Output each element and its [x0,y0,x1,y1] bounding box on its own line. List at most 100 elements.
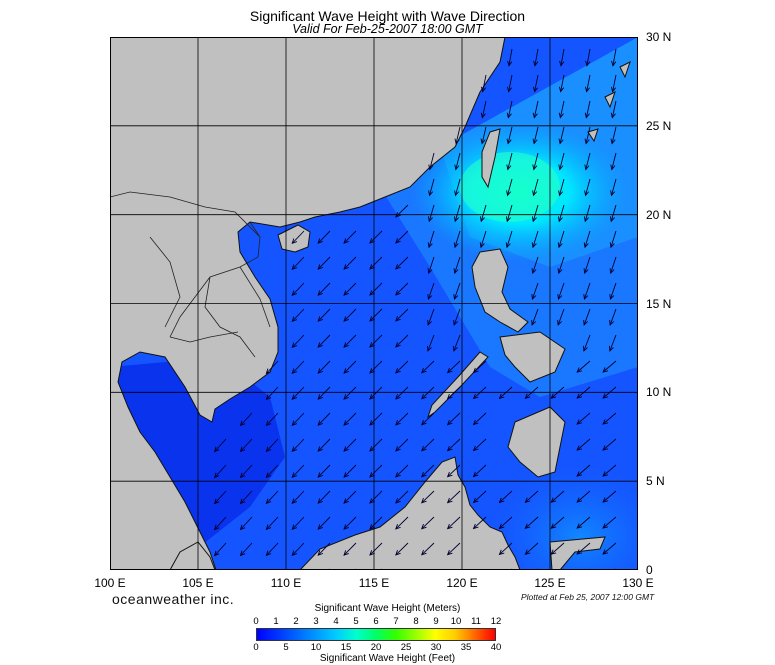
wave-direction-arrow [265,360,279,375]
wave-direction-arrow [395,230,409,244]
wave-direction-arrow [369,412,383,426]
wave-direction-arrow [472,412,487,426]
wave-direction-arrow [420,490,435,504]
wave-direction-arrow [291,256,305,271]
wave-direction-arrow [576,412,591,425]
latitude-label: 30 N [646,30,672,44]
wave-direction-arrow [602,360,617,373]
brand-logo-text: oceanweather inc. [112,591,235,607]
wave-direction-arrow [213,438,227,453]
wave-direction-arrow [453,204,461,223]
wave-direction-arrow [343,386,357,400]
wave-direction-arrow [531,256,539,275]
wave-direction-arrow [265,438,279,453]
legend-tick-meters: 12 [490,616,502,627]
wave-height-map [110,37,638,570]
wave-direction-arrow [265,490,279,505]
wave-direction-arrow [584,126,591,145]
longitude-label: 110 E [270,576,302,590]
wave-direction-arrow [524,542,539,556]
wave-direction-arrow [291,230,305,245]
wave-direction-arrow [369,542,383,556]
legend-tick-feet: 15 [340,642,352,653]
wave-direction-arrow [369,490,383,504]
wave-direction-arrow [343,230,357,244]
wave-direction-arrow [395,464,409,478]
wave-direction-arrow [343,360,357,374]
wave-direction-arrow [576,360,591,373]
wave-direction-arrow [610,152,617,171]
longitude-label: 105 E [182,576,214,590]
wave-direction-arrow [291,360,305,375]
wave-direction-arrow [454,152,461,171]
wave-direction-arrow [472,360,487,374]
wave-direction-arrow [343,464,357,478]
wave-direction-arrow [427,282,435,301]
wave-direction-arrow [369,516,383,530]
wave-direction-arrow [427,334,435,352]
wave-direction-arrow [369,230,383,244]
wave-direction-arrow [531,204,539,223]
legend-title-feet: Significant Wave Height (Feet) [319,653,456,664]
wave-direction-arrow [446,360,461,374]
wave-direction-arrow [584,74,591,93]
wave-direction-arrow [498,516,513,530]
wave-direction-arrow [291,516,305,531]
wave-direction-arrow [265,542,279,557]
wave-height-colorbar [256,628,496,641]
wave-direction-arrow [317,386,331,400]
wave-direction-arrow [317,230,331,244]
wave-direction-arrow [576,438,591,451]
wave-direction-arrow [239,412,253,427]
wave-direction-arrow [609,334,617,352]
wave-direction-arrow [531,230,539,249]
wave-direction-arrow [291,412,305,427]
wave-direction-arrow [550,542,565,555]
wave-direction-arrow [291,386,305,401]
wave-direction-arrow [454,126,461,145]
wave-direction-arrow [472,516,487,530]
wave-direction-arrow [611,48,617,67]
wave-direction-arrow [479,204,487,223]
wave-direction-arrow [395,542,409,556]
wave-direction-arrow [291,282,305,297]
wave-direction-arrow [291,542,305,557]
legend-tick-meters: 0 [253,616,259,627]
wave-direction-arrow [343,282,357,296]
wave-direction-arrow [343,490,357,504]
plotted-timestamp: Plotted at Feb 25, 2007 12:00 GMT [521,592,655,602]
wave-direction-arrow [453,256,461,275]
legend-tick-meters: 10 [450,616,462,627]
wave-direction-arrow [213,516,227,531]
latitude-label: 0 [646,563,653,577]
wave-direction-arrow [472,438,487,452]
sumatra-coast [169,541,216,570]
wave-direction-arrow [395,282,409,296]
wave-direction-arrow [369,308,383,322]
wave-direction-arrow [265,516,279,531]
wave-direction-arrow [480,74,487,93]
map-title: Significant Wave Height with Wave Direct… [249,8,526,24]
wave-direction-arrow [317,334,331,348]
wave-direction-arrow [213,464,227,479]
wave-direction-arrow [558,74,565,93]
wave-direction-arrow [602,516,617,529]
wave-direction-arrow [584,178,591,197]
legend-title-meters: Significant Wave Height (Meters) [314,603,461,614]
legend-tick-feet: 20 [370,642,382,653]
wave-direction-arrow [343,308,357,322]
wave-direction-arrow [420,438,435,452]
wave-direction-arrow [427,204,435,223]
legend-tick-meters: 1 [273,616,279,627]
wave-direction-arrow [317,438,331,452]
wave-direction-arrow [428,152,435,171]
wave-direction-arrow [524,516,539,530]
wave-direction-arrow [609,308,617,326]
wave-direction-arrow [610,178,617,197]
legend-tick-meters: 11 [471,616,481,627]
wave-direction-arrow [317,308,331,322]
wave-direction-arrow [506,152,513,171]
wave-direction-arrow [531,308,539,326]
wave-direction-arrow [558,100,565,119]
wave-direction-arrow [576,464,591,477]
